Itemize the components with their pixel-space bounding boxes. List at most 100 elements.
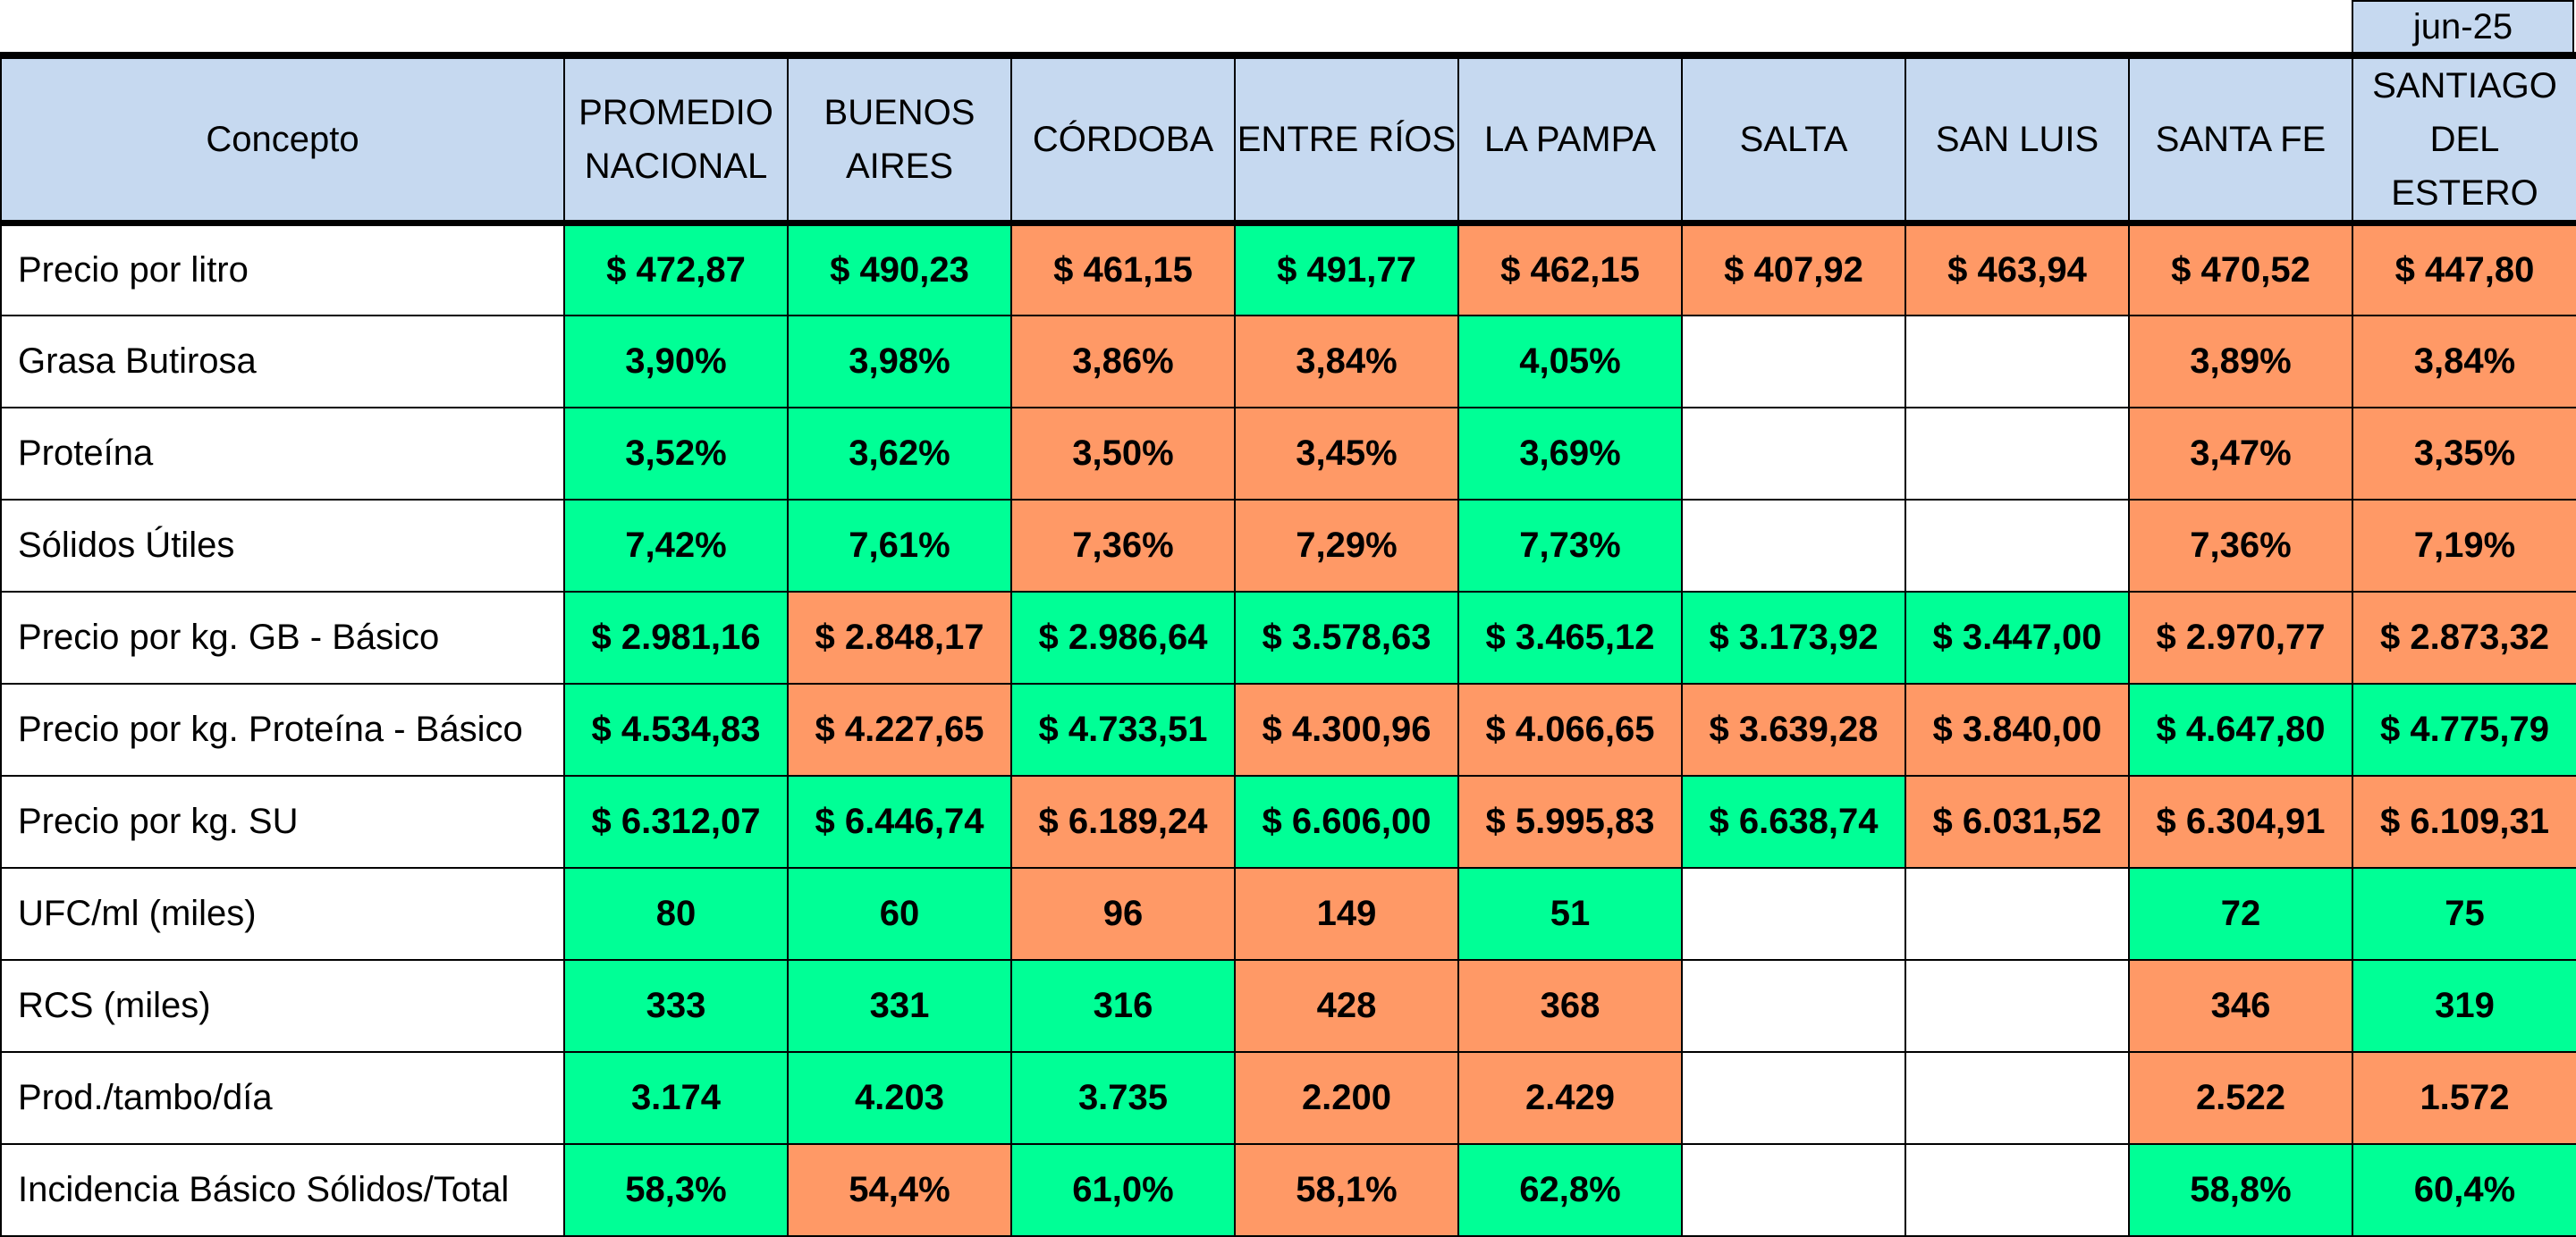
table-cell: 7,42% <box>563 498 789 593</box>
table-cell <box>1905 1142 2130 1237</box>
column-header-label: SAN LUIS <box>1935 120 2099 159</box>
table-cell: 3,84% <box>2352 314 2576 408</box>
table-cell: $ 3.447,00 <box>1905 590 2130 685</box>
table-cell: 72 <box>2128 866 2353 961</box>
table-cell: 3.174 <box>563 1050 789 1145</box>
table-cell: $ 6.304,91 <box>2128 774 2353 869</box>
column-header-label: PROMEDIO NACIONAL <box>579 93 773 186</box>
column-header-region: SANTA FE <box>2128 52 2353 226</box>
table-cell: $ 4.733,51 <box>1010 682 1236 777</box>
table-cell: $ 6.109,31 <box>2352 774 2576 869</box>
row-label: RCS (miles) <box>0 958 565 1053</box>
row-label: Precio por litro <box>0 222 565 316</box>
table-cell: 7,61% <box>787 498 1012 593</box>
table-cell: $ 2.981,16 <box>563 590 789 685</box>
table-cell <box>1905 406 2130 501</box>
table-cell: 60 <box>787 866 1012 961</box>
table-cell: $ 6.446,74 <box>787 774 1012 869</box>
table-cell: $ 2.970,77 <box>2128 590 2353 685</box>
table-cell: 3,52% <box>563 406 789 501</box>
table-cell: $ 6.606,00 <box>1234 774 1459 869</box>
column-header-label: CÓRDOBA <box>1032 120 1214 159</box>
table-cell: 7,29% <box>1234 498 1459 593</box>
column-header-label: SALTA <box>1739 120 1848 159</box>
table-cell: 2.429 <box>1457 1050 1683 1145</box>
table-cell <box>1681 958 1906 1053</box>
table-cell: 4,05% <box>1457 314 1683 408</box>
column-header-label: ENTRE RÍOS <box>1237 120 1457 159</box>
table-cell: 96 <box>1010 866 1236 961</box>
row-label: Precio por kg. Proteína - Básico <box>0 682 565 777</box>
table-cell: 316 <box>1010 958 1236 1053</box>
table-cell: 62,8% <box>1457 1142 1683 1237</box>
table-cell: $ 3.639,28 <box>1681 682 1906 777</box>
table-cell: $ 463,94 <box>1905 222 2130 316</box>
table-cell: 149 <box>1234 866 1459 961</box>
table-row: Prod./tambo/día 3.174 4.203 3.735 2.200 2.429… <box>0 1050 2576 1145</box>
table-row: Sólidos Útiles 7,42% 7,61% 7,36% 7,29% 7,73% 7… <box>0 498 2576 593</box>
column-header-label: LA PAMPA <box>1484 120 1656 159</box>
table-cell: 4.203 <box>787 1050 1012 1145</box>
table-cell: 58,1% <box>1234 1142 1459 1237</box>
table-cell: 2.200 <box>1234 1050 1459 1145</box>
table-row: UFC/ml (miles) 80 60 96 149 51 72 75 <box>0 866 2576 961</box>
table-cell: 3,45% <box>1234 406 1459 501</box>
table-cell: 3.735 <box>1010 1050 1236 1145</box>
column-header-label: Concepto <box>206 120 359 159</box>
table-cell <box>1681 498 1906 593</box>
column-header-region: SALTA <box>1681 52 1906 226</box>
table-cell: 1.572 <box>2352 1050 2576 1145</box>
table-body: Precio por litro $ 472,87 $ 490,23 $ 461,15… <box>0 222 2576 1237</box>
table-cell: $ 4.066,65 <box>1457 682 1683 777</box>
row-label: UFC/ml (miles) <box>0 866 565 961</box>
table-row: RCS (miles) 333 331 316 428 368 346 319 <box>0 958 2576 1053</box>
table-cell: 75 <box>2352 866 2576 961</box>
column-header-region: SANTIAGO DEL ESTERO <box>2352 52 2576 226</box>
table-cell: 2.522 <box>2128 1050 2353 1145</box>
table-cell <box>1681 314 1906 408</box>
table-row: Precio por kg. Proteína - Básico $ 4.534,… <box>0 682 2576 777</box>
table-cell: $ 462,15 <box>1457 222 1683 316</box>
table-cell: 61,0% <box>1010 1142 1236 1237</box>
table-cell: 3,84% <box>1234 314 1459 408</box>
column-header-region: LA PAMPA <box>1457 52 1683 226</box>
table-cell: 60,4% <box>2352 1142 2576 1237</box>
table-cell: $ 2.986,64 <box>1010 590 1236 685</box>
table-cell: 7,73% <box>1457 498 1683 593</box>
table-cell: 331 <box>787 958 1012 1053</box>
table-cell: $ 6.189,24 <box>1010 774 1236 869</box>
table-cell: $ 4.775,79 <box>2352 682 2576 777</box>
table-cell: $ 407,92 <box>1681 222 1906 316</box>
table-cell: $ 472,87 <box>563 222 789 316</box>
table-cell <box>1905 314 2130 408</box>
table-cell: $ 3.840,00 <box>1905 682 2130 777</box>
table-cell: $ 2.873,32 <box>2352 590 2576 685</box>
table-cell: $ 3.173,92 <box>1681 590 1906 685</box>
table-cell: 319 <box>2352 958 2576 1053</box>
row-label: Precio por kg. SU <box>0 774 565 869</box>
row-label: Proteína <box>0 406 565 501</box>
period-label: jun-25 <box>2352 0 2574 52</box>
table-cell: 80 <box>563 866 789 961</box>
table-row: Precio por kg. SU $ 6.312,07 $ 6.446,74 $ 6… <box>0 774 2576 869</box>
table-cell <box>1681 1050 1906 1145</box>
milk-price-table: Concepto PROMEDIO NACIONAL BUENOS AIRES CÓR… <box>0 52 2576 1237</box>
table-cell: 7,36% <box>1010 498 1236 593</box>
column-header-region: SAN LUIS <box>1905 52 2130 226</box>
table-cell: 7,19% <box>2352 498 2576 593</box>
table-cell: 3,47% <box>2128 406 2353 501</box>
table-cell: 3,50% <box>1010 406 1236 501</box>
column-header-label: SANTIAGO DEL ESTERO <box>2372 66 2557 213</box>
table-cell: 58,3% <box>563 1142 789 1237</box>
table-cell: $ 461,15 <box>1010 222 1236 316</box>
table-cell: 7,36% <box>2128 498 2353 593</box>
table-cell: 3,89% <box>2128 314 2353 408</box>
row-label: Incidencia Básico Sólidos/Total <box>0 1142 565 1237</box>
table-cell: $ 447,80 <box>2352 222 2576 316</box>
row-label: Grasa Butirosa <box>0 314 565 408</box>
table-cell: $ 6.638,74 <box>1681 774 1906 869</box>
table-cell <box>1905 1050 2130 1145</box>
table-row: Grasa Butirosa 3,90% 3,98% 3,86% 3,84% 4,05% 3… <box>0 314 2576 408</box>
table-cell: $ 2.848,17 <box>787 590 1012 685</box>
table-cell: 428 <box>1234 958 1459 1053</box>
